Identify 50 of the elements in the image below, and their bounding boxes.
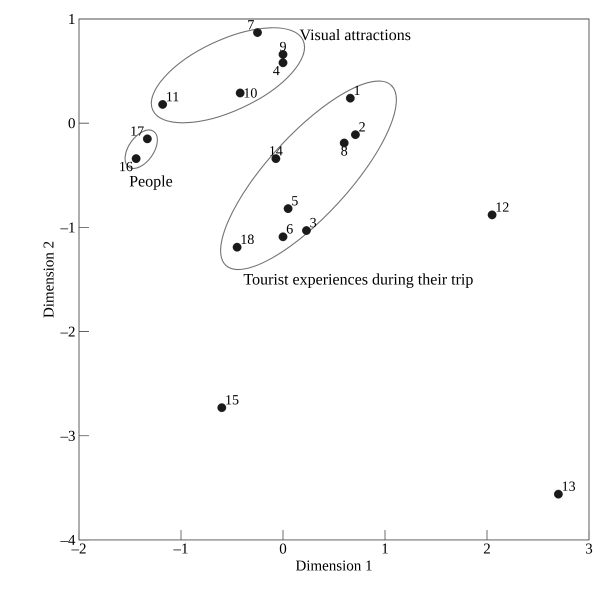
y-axis-title: Dimension 2 [44,242,54,318]
annotation: 2 [359,122,365,132]
y-tick-label: –1 [60,222,75,232]
annotation: Tourist experiences during their trip [244,273,473,288]
point [217,403,226,412]
point [232,242,242,252]
point [142,134,152,144]
point [302,226,311,235]
point [278,232,288,242]
annotation: People [130,175,172,190]
x-tick-label: 0 [280,544,286,554]
y-tick-label: –2 [60,326,75,337]
point [158,100,168,109]
annotation: 14 [270,146,283,156]
point [284,204,292,214]
point [346,94,355,103]
point [340,138,349,148]
annotation: 13 [562,482,576,491]
point [253,28,262,37]
annotation: 1 [354,86,360,95]
x-tick-label: 2 [484,544,490,554]
annotation: 3 [310,218,316,228]
y-tick-label: –4 [60,535,76,545]
annotation: 17 [131,126,144,136]
point [278,58,288,68]
x-axis-title: Dimension 1 [296,560,372,571]
annotation: 18 [242,234,254,244]
annotation: 4 [273,66,280,76]
x-tick-label: 1 [382,544,388,554]
annotation: 15 [226,395,238,404]
x-tick-label: 3 [586,544,592,554]
annotation: 5 [292,196,298,206]
annotation: 10 [244,88,257,98]
point [236,88,245,98]
annotation: 12 [496,202,509,212]
y-tick-label: 0 [68,118,75,128]
annotation: 7 [248,20,254,30]
point [488,210,496,220]
y-tick-label: 1 [69,14,75,24]
annotation: 16 [120,162,133,172]
point [132,154,141,164]
y-tick-label: –3 [60,430,75,441]
annotation: 9 [280,42,286,52]
point [351,130,360,140]
point [278,50,288,59]
x-tick-label: –1 [173,544,188,554]
annotation: 11 [167,92,178,102]
annotation: Visual attractions [300,28,410,40]
annotation: 6 [286,224,293,234]
point [554,490,563,499]
